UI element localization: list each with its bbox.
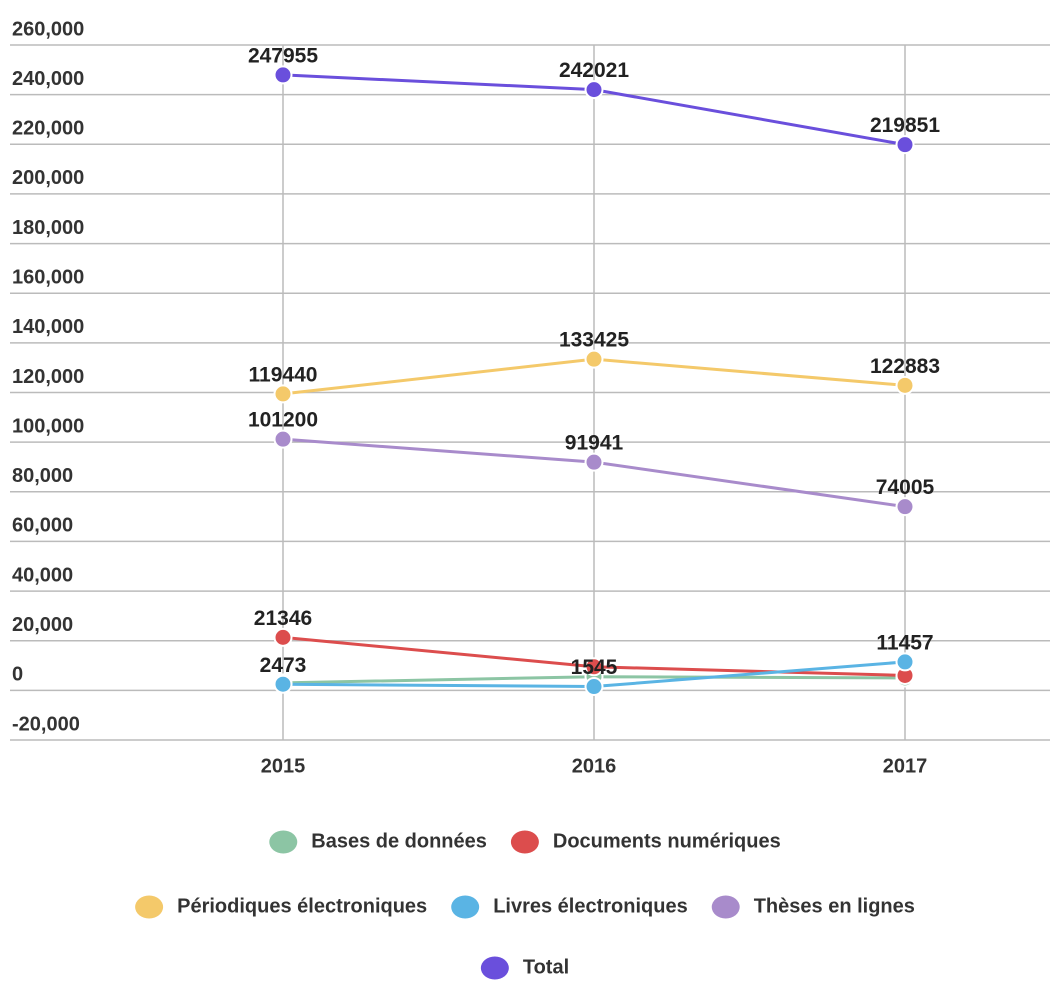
data-point — [895, 375, 915, 395]
legend-marker — [135, 895, 164, 919]
data-point — [273, 65, 293, 85]
x-tick-label: 2017 — [883, 755, 928, 777]
y-tick-label: 200,000 — [12, 167, 84, 189]
y-tick-label: 140,000 — [12, 316, 84, 338]
data-point — [584, 80, 604, 100]
data-label: 247955 — [248, 44, 318, 67]
data-point — [895, 652, 915, 672]
y-tick-label: 100,000 — [12, 415, 84, 437]
y-tick-label: 60,000 — [12, 515, 73, 537]
data-point — [895, 497, 915, 517]
data-point — [584, 657, 604, 677]
legend-marker — [480, 956, 509, 980]
data-label: 119440 — [249, 363, 318, 386]
data-label: 1545 — [571, 656, 618, 679]
y-tick-label: 120,000 — [12, 366, 84, 388]
y-tick-label: 240,000 — [12, 68, 84, 90]
data-point — [584, 452, 604, 472]
data-label: 101200 — [248, 409, 318, 432]
data-point — [584, 677, 604, 697]
legend-label: Documents numériques — [553, 830, 781, 852]
data-point — [273, 674, 293, 694]
x-tick-label: 2015 — [261, 755, 306, 777]
y-tick-label: 80,000 — [12, 465, 73, 487]
legend-marker — [711, 895, 740, 919]
data-label: 11457 — [876, 631, 933, 654]
y-tick-label: 220,000 — [12, 118, 84, 140]
legend-label: Thèses en lignes — [754, 895, 915, 917]
y-tick-label: 40,000 — [12, 564, 73, 586]
data-point — [273, 384, 293, 404]
y-tick-label: 260,000 — [12, 18, 84, 40]
y-tick-label: -20,000 — [12, 713, 80, 735]
legend-label: Total — [523, 956, 569, 978]
data-label: 219851 — [870, 114, 940, 137]
legend-marker — [451, 895, 480, 919]
y-tick-label: 160,000 — [12, 266, 84, 288]
y-tick-label: 0 — [12, 664, 23, 686]
legend-marker — [269, 830, 298, 854]
y-tick-label: 20,000 — [12, 614, 73, 636]
data-point — [584, 349, 604, 369]
legend-label: Périodiques électroniques — [177, 895, 427, 917]
legend-label: Livres électroniques — [493, 895, 688, 917]
data-label: 242021 — [559, 59, 629, 82]
data-label: 91941 — [565, 432, 624, 455]
data-label: 122883 — [870, 355, 940, 378]
data-label: 21346 — [254, 607, 312, 630]
y-tick-label: 180,000 — [12, 217, 84, 239]
legend-marker — [510, 830, 539, 854]
data-label: 2473 — [260, 654, 307, 677]
x-tick-label: 2016 — [572, 755, 617, 777]
data-point — [273, 429, 293, 449]
data-label: 74005 — [876, 476, 935, 499]
legend-label: Bases de données — [311, 830, 487, 852]
data-label: 133425 — [559, 329, 629, 352]
data-point — [273, 627, 293, 647]
data-point — [895, 135, 915, 155]
